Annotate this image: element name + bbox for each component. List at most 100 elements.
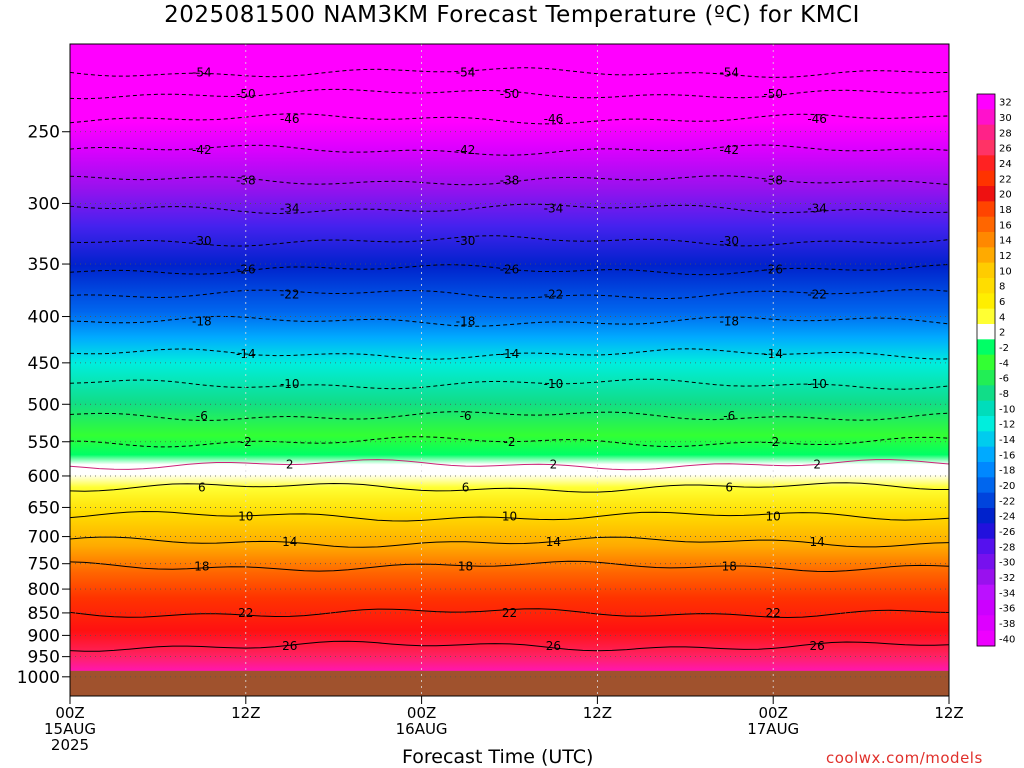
colorbar-label: -12 <box>999 420 1015 431</box>
colorbar-swatch <box>977 339 995 356</box>
y-tick-label: 550 <box>28 433 60 453</box>
x-tick-label: 00Z <box>407 704 436 722</box>
isotherm-label: 26 <box>810 639 825 653</box>
x-tick-label: 00Z <box>759 704 788 722</box>
y-tick-label: 450 <box>28 354 60 374</box>
x-tick-label: 00Z <box>55 704 84 722</box>
y-tick-label: 400 <box>28 308 60 328</box>
source-watermark: coolwx.com/models <box>826 749 983 767</box>
isotherm-label: -2 <box>504 435 516 449</box>
isotherm-line <box>69 510 950 522</box>
colorbar-swatch <box>977 201 995 218</box>
isotherm-label: 6 <box>725 481 733 495</box>
colorbar-swatch <box>977 569 995 586</box>
isotherm-label: 2 <box>813 458 821 472</box>
y-tick-label: 950 <box>28 648 60 668</box>
isotherm-label: 2 <box>550 458 558 472</box>
colorbar-label: 20 <box>999 190 1012 201</box>
isotherm-label: -34 <box>807 202 827 216</box>
y-tick-label: 850 <box>28 604 60 624</box>
colorbar-swatch <box>977 216 995 233</box>
axis-layer: 2503003504004505005506006507007508008509… <box>17 43 964 754</box>
colorbar-label: 8 <box>999 282 1005 293</box>
colorbar-label: -22 <box>999 496 1015 507</box>
colorbar-swatch <box>977 446 995 463</box>
colorbar-swatch <box>977 508 995 524</box>
colorbar-swatch <box>977 170 995 187</box>
isotherm-label: -46 <box>807 112 827 126</box>
isotherm-label: -54 <box>456 65 476 79</box>
isotherm-label: -54 <box>192 65 212 79</box>
colorbar-label: -10 <box>999 404 1015 415</box>
colorbar-swatch <box>977 600 995 616</box>
isotherm-label: -42 <box>719 143 739 157</box>
colorbar-label: 26 <box>999 144 1012 155</box>
colorbar-swatch <box>977 293 995 310</box>
colorbar-label: -28 <box>999 542 1015 553</box>
colorbar-label: -40 <box>999 634 1015 645</box>
isotherm-label: -26 <box>236 263 256 277</box>
colorbar-swatch <box>977 308 995 325</box>
isotherm-label: -34 <box>544 202 564 216</box>
colorbar-label: -36 <box>999 604 1015 615</box>
x-tick-label: 12Z <box>934 704 963 722</box>
isotherm-label: -42 <box>456 143 476 157</box>
y-tick-label: 500 <box>28 395 60 415</box>
colorbar-label: 14 <box>999 236 1012 247</box>
isotherm-label: -6 <box>196 409 208 423</box>
x-tick-label: 2025 <box>51 736 89 754</box>
colorbar-label: 12 <box>999 251 1012 262</box>
y-tick-label: 1000 <box>17 668 60 688</box>
isotherm-label: -38 <box>763 173 783 187</box>
isotherm-label: 6 <box>462 481 470 495</box>
colorbar-swatch <box>977 247 995 264</box>
temperature-field <box>70 44 949 696</box>
ground-surface <box>70 670 949 696</box>
colorbar-swatch <box>977 554 995 570</box>
isotherm-label: -46 <box>280 112 300 126</box>
plot-frame <box>69 43 950 697</box>
isotherm-label: -22 <box>280 287 300 301</box>
x-axis-label: Forecast Time (UTC) <box>402 746 594 768</box>
y-tick-label: 750 <box>28 555 60 575</box>
isotherm-label: -22 <box>807 287 827 301</box>
colorbar-swatch <box>977 370 995 386</box>
isotherm-label: -34 <box>280 202 300 216</box>
y-tick-label: 700 <box>28 528 60 548</box>
colorbar-swatch <box>977 523 995 540</box>
colorbar-label: -4 <box>999 358 1009 369</box>
isotherm-line <box>69 482 949 493</box>
y-tick-label: 900 <box>28 626 60 646</box>
isotherm-line <box>69 459 950 471</box>
colorbar-label: -34 <box>999 588 1015 599</box>
colorbar-swatch <box>977 94 995 110</box>
colorbar-swatch <box>977 109 995 126</box>
isotherm-label: -30 <box>719 234 739 248</box>
isotherm-label: -38 <box>236 173 256 187</box>
colorbar-swatch <box>977 416 995 432</box>
y-tick-label: 600 <box>28 467 60 487</box>
x-tick-label: 17AUG <box>747 720 799 738</box>
colorbar-swatch <box>977 155 995 172</box>
colorbar-swatch <box>977 124 995 141</box>
isotherm-label: -10 <box>544 377 564 391</box>
isotherm-label: 14 <box>282 535 297 549</box>
chart-title: 2025081500 NAM3KM Forecast Temperature (… <box>164 2 860 28</box>
colorbar-swatch <box>977 385 995 402</box>
colorbar-label: -24 <box>999 512 1015 523</box>
colorbar-swatch <box>977 186 995 202</box>
isotherm-label: -42 <box>192 143 212 157</box>
x-tick-label: 15AUG <box>44 720 96 738</box>
isotherm-line <box>69 640 950 652</box>
isotherm-label: -30 <box>456 234 476 248</box>
isotherm-label: -10 <box>807 377 827 391</box>
colorbar-swatch <box>977 538 995 555</box>
colorbar-label: 32 <box>999 98 1012 109</box>
colorbar-swatch <box>977 630 995 647</box>
isotherm-label: -38 <box>500 173 520 187</box>
isotherm-label: 26 <box>282 639 297 653</box>
isotherm-label: 10 <box>766 509 781 523</box>
y-tick-label: 250 <box>28 123 60 143</box>
y-tick-label: 800 <box>28 580 60 600</box>
